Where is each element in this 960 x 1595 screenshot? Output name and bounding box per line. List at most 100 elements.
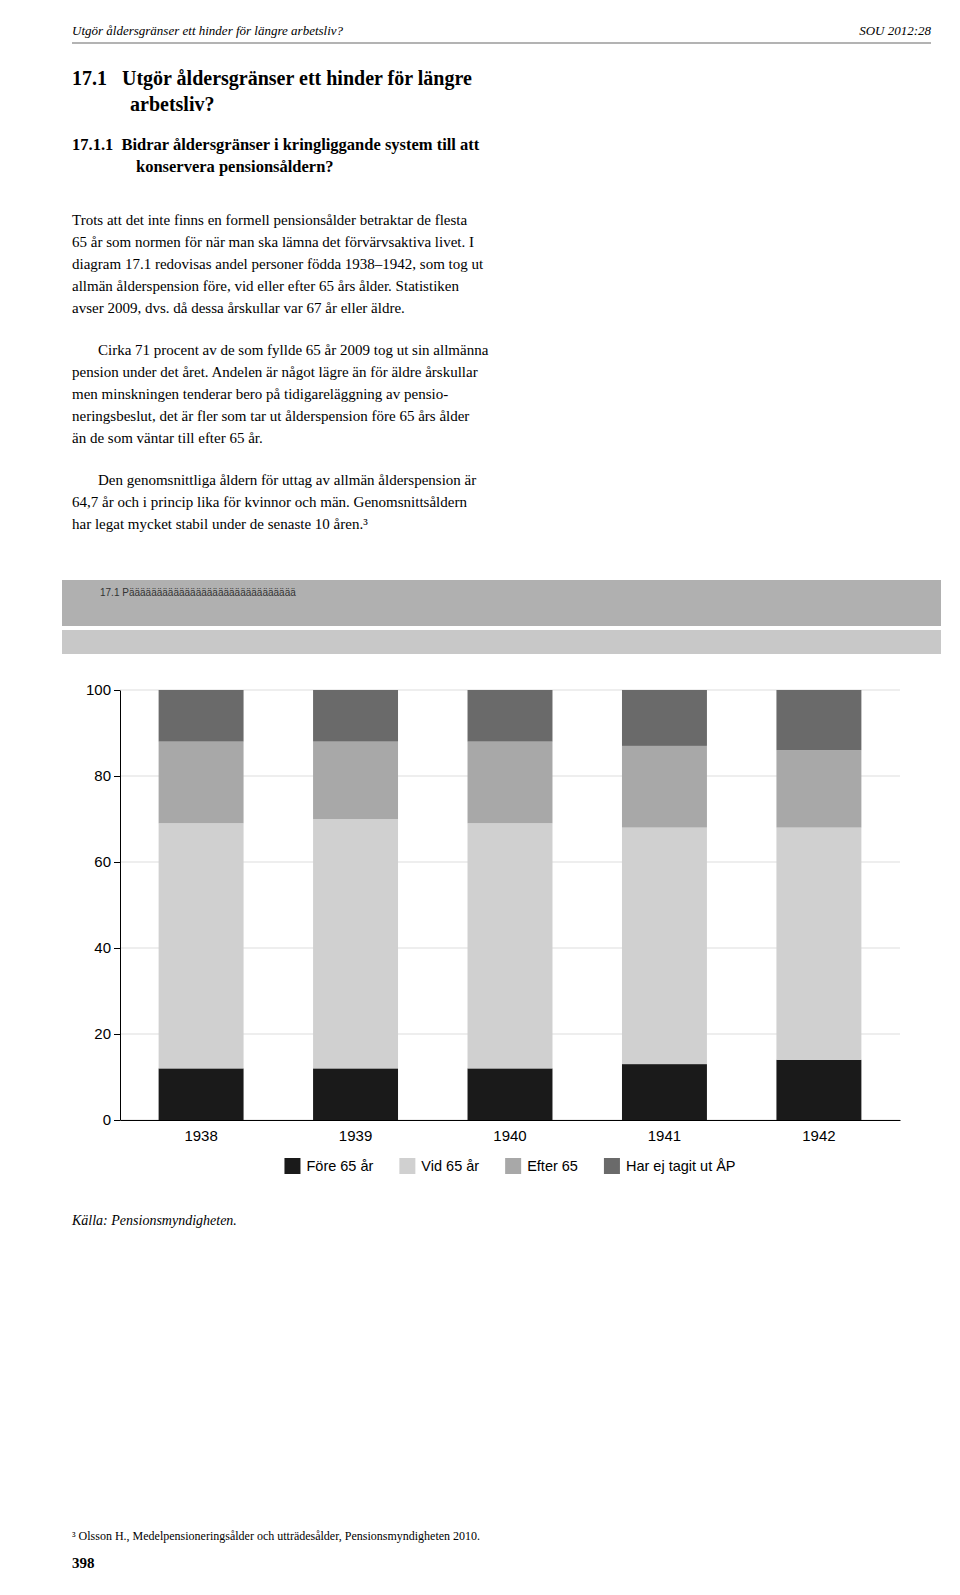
bar bbox=[159, 690, 244, 742]
source-note: Källa: Pensionsmyndigheten. bbox=[71, 1213, 237, 1228]
x-tick-label: 1938 bbox=[184, 1127, 217, 1144]
section-heading: arbetsliv? bbox=[130, 93, 214, 115]
page-background bbox=[0, 0, 960, 1595]
y-tick: 20 bbox=[94, 1025, 120, 1042]
footnote: ³ Olsson H., Medelpensioneringsålder och… bbox=[72, 1529, 480, 1543]
bar bbox=[468, 690, 553, 742]
page: Utgör åldersgränser ett hinder för längr… bbox=[0, 0, 960, 1595]
y-tick-label: 0 bbox=[103, 1111, 111, 1128]
y-tick-mark bbox=[114, 862, 120, 863]
bar bbox=[313, 690, 398, 742]
y-tick-mark bbox=[114, 948, 120, 949]
bar-series bbox=[159, 1060, 862, 1120]
x-tick: 1942 bbox=[802, 1127, 835, 1144]
banner-secondary bbox=[62, 630, 941, 654]
x-tick-label: 1941 bbox=[648, 1127, 681, 1144]
x-tick: 1940 bbox=[493, 1127, 526, 1144]
legend-item: Har ej tagit ut ÅP bbox=[604, 1158, 736, 1174]
body-text: Cirka 71 procent av de som fyllde 65 år … bbox=[98, 342, 489, 358]
legend-label: Före 65 år bbox=[306, 1158, 373, 1174]
bar bbox=[622, 828, 707, 1065]
bar bbox=[159, 1068, 244, 1120]
y-tick: 80 bbox=[94, 767, 120, 784]
y-tick-label: 40 bbox=[94, 939, 111, 956]
header-rule bbox=[72, 43, 931, 44]
section-heading: 17.1.1 Bidrar åldersgränser i kringligga… bbox=[72, 135, 480, 154]
x-tick-label: 1942 bbox=[802, 1127, 835, 1144]
legend-label: Har ej tagit ut ÅP bbox=[626, 1158, 736, 1174]
x-axis: 1938 1939 1940 1941 1942 bbox=[121, 1121, 901, 1144]
body-text: än de som väntar till efter 65 år. bbox=[72, 430, 263, 446]
y-tick-label: 100 bbox=[86, 681, 111, 698]
body-text: Trots att det inte finns en formell pens… bbox=[72, 212, 468, 228]
x-tick: 1941 bbox=[648, 1127, 681, 1144]
bar bbox=[468, 823, 553, 1068]
body-text: har legat mycket stabil under de senaste… bbox=[72, 516, 368, 532]
body-text: 64,7 år och i princip lika för kvinnor o… bbox=[72, 494, 467, 510]
y-tick: 40 bbox=[94, 939, 120, 956]
y-tick-label: 20 bbox=[94, 1025, 111, 1042]
bars bbox=[159, 690, 862, 1120]
bar bbox=[776, 690, 861, 750]
body-text: Den genomsnittliga åldern för uttag av a… bbox=[98, 472, 476, 488]
bar bbox=[776, 750, 861, 827]
x-tick-label: 1939 bbox=[339, 1127, 372, 1144]
body-text: allmän ålderspension före, vid eller eft… bbox=[72, 278, 459, 294]
y-tick-label: 60 bbox=[94, 853, 111, 870]
bar bbox=[622, 690, 707, 746]
section-heading: 17.1 Utgör åldersgränser ett hinder för … bbox=[72, 67, 472, 90]
x-tick-label: 1940 bbox=[493, 1127, 526, 1144]
section-heading: konservera pensionsåldern? bbox=[136, 157, 334, 176]
page-number: 398 bbox=[72, 1555, 95, 1571]
y-axis-line bbox=[120, 691, 121, 1121]
bar bbox=[468, 1068, 553, 1120]
legend-swatch bbox=[399, 1158, 415, 1174]
legend-swatch bbox=[604, 1158, 620, 1174]
bar bbox=[313, 819, 398, 1068]
body-text: avser 2009, dvs. då dessa årskullar var … bbox=[72, 300, 405, 316]
y-tick-mark bbox=[114, 1120, 120, 1121]
legend-swatch bbox=[505, 1158, 521, 1174]
bar bbox=[468, 742, 553, 824]
chart: 0 20 40 60 80 100 1938 1939 1940 1941 1942 bbox=[86, 681, 901, 1143]
legend: Före 65 år Vid 65 år Efter 65 Har ej tagit … bbox=[284, 1158, 735, 1174]
legend-item: Före 65 år bbox=[284, 1158, 373, 1174]
y-tick-mark bbox=[114, 1034, 120, 1035]
y-tick: 0 bbox=[103, 1111, 120, 1128]
bar-series bbox=[159, 690, 862, 750]
body-text: 65 år som normen för när man ska lämna d… bbox=[72, 234, 474, 250]
grid bbox=[120, 690, 900, 1120]
legend-label: Efter 65 bbox=[527, 1158, 578, 1174]
bar bbox=[622, 746, 707, 828]
legend-item: Vid 65 år bbox=[399, 1158, 479, 1174]
y-tick-label: 80 bbox=[94, 767, 111, 784]
y-tick-mark bbox=[114, 776, 120, 777]
banner-text: 17.1 Pääääääääääääääääääääääääääääää bbox=[100, 587, 296, 598]
body-text: pension under det året. Andelen är något… bbox=[72, 364, 478, 380]
y-tick-mark bbox=[114, 690, 120, 691]
bar bbox=[776, 828, 861, 1060]
bar bbox=[159, 742, 244, 824]
legend-swatch bbox=[284, 1158, 300, 1174]
bar bbox=[313, 742, 398, 819]
bar-series bbox=[159, 742, 862, 828]
body-text: neringsbeslut, det är fler som tar ut ål… bbox=[72, 408, 469, 424]
legend-label: Vid 65 år bbox=[421, 1158, 479, 1174]
y-axis: 0 20 40 60 80 100 bbox=[86, 681, 121, 1128]
bar bbox=[622, 1064, 707, 1120]
x-tick: 1938 bbox=[184, 1127, 217, 1144]
bar-series bbox=[159, 819, 862, 1068]
header-left: Utgör åldersgränser ett hinder för längr… bbox=[72, 23, 344, 38]
legend-item: Efter 65 bbox=[505, 1158, 578, 1174]
bar bbox=[776, 1060, 861, 1120]
y-tick: 100 bbox=[86, 681, 120, 698]
x-tick: 1939 bbox=[339, 1127, 372, 1144]
body-text: men minskningen tenderar bero på tidigar… bbox=[72, 386, 448, 402]
bar bbox=[313, 1068, 398, 1120]
bar bbox=[159, 823, 244, 1068]
x-axis-line bbox=[121, 1120, 901, 1121]
y-tick: 60 bbox=[94, 853, 120, 870]
header-right: SOU 2012:28 bbox=[859, 23, 931, 38]
banner bbox=[62, 580, 941, 626]
body-text: diagram 17.1 redovisas andel personer fö… bbox=[72, 256, 484, 272]
